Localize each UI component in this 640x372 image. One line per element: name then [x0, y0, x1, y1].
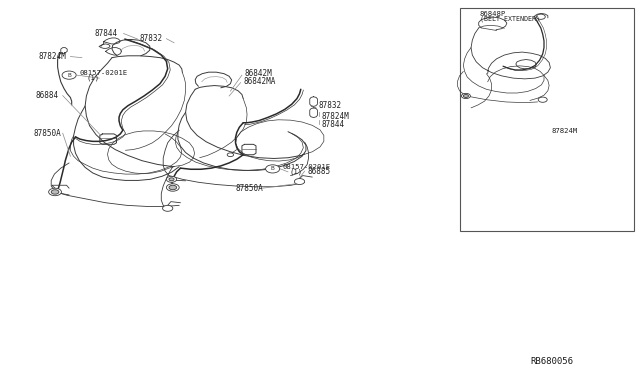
Circle shape — [463, 94, 468, 97]
Text: (1): (1) — [289, 168, 303, 175]
Text: (BELT EXTENDER): (BELT EXTENDER) — [480, 15, 540, 22]
Text: 86842M: 86842M — [244, 69, 272, 78]
Bar — [460, 8, 634, 231]
Text: 87850A: 87850A — [33, 129, 61, 138]
Text: 86842MA: 86842MA — [243, 77, 276, 86]
Circle shape — [51, 190, 59, 194]
Circle shape — [294, 179, 305, 185]
Text: 87824M: 87824M — [38, 52, 66, 61]
Text: (1): (1) — [86, 74, 100, 81]
Text: B: B — [271, 166, 275, 171]
Text: 08157-0201E: 08157-0201E — [79, 70, 127, 76]
Circle shape — [461, 93, 470, 99]
Text: B: B — [67, 73, 71, 78]
Text: 87844: 87844 — [95, 29, 118, 38]
Circle shape — [536, 14, 545, 19]
Text: 87824M: 87824M — [321, 112, 349, 121]
Text: 87850A: 87850A — [236, 184, 263, 193]
Text: 86884: 86884 — [35, 91, 58, 100]
Text: 87844: 87844 — [321, 120, 344, 129]
Text: 87824M: 87824M — [552, 128, 578, 134]
Circle shape — [169, 178, 174, 181]
Circle shape — [49, 188, 61, 196]
Circle shape — [62, 71, 76, 79]
Circle shape — [163, 205, 173, 211]
Circle shape — [166, 176, 177, 182]
Text: 87832: 87832 — [140, 34, 163, 43]
Circle shape — [266, 165, 280, 173]
Circle shape — [166, 184, 179, 191]
Text: 08157-0201E: 08157-0201E — [283, 164, 331, 170]
Circle shape — [538, 97, 547, 102]
Text: 87832: 87832 — [319, 101, 342, 110]
Text: 86885: 86885 — [307, 167, 330, 176]
Circle shape — [227, 153, 234, 157]
Circle shape — [169, 185, 177, 190]
Text: RB680056: RB680056 — [530, 357, 573, 366]
Text: 86848P: 86848P — [480, 11, 506, 17]
